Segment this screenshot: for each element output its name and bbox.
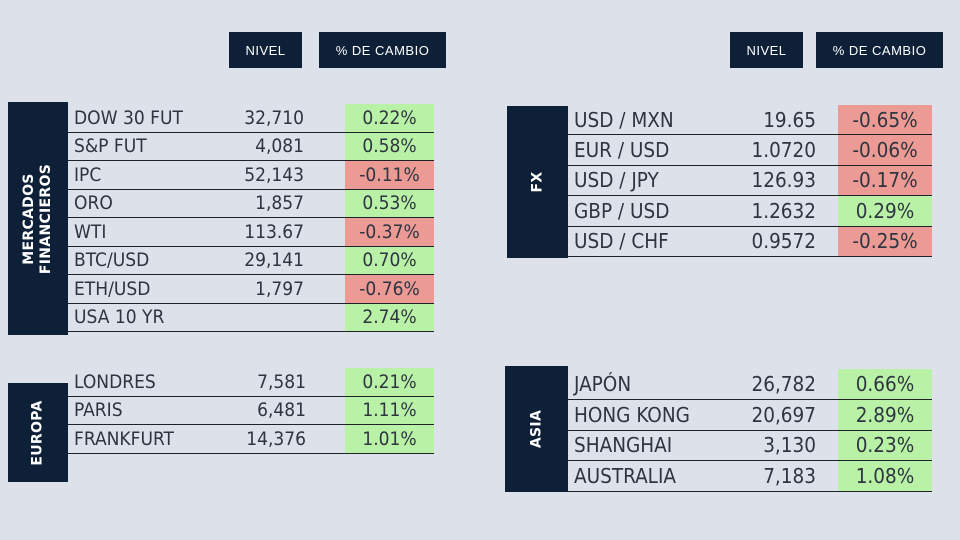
level-value: 6,481 [257, 399, 306, 422]
instrument-name: S&P FUT [74, 135, 147, 158]
change-positive-cell: 0.70% [345, 246, 434, 274]
section-label-fx: FX [507, 106, 568, 258]
level-value: 19.65 [763, 107, 816, 132]
change-positive-cell: 0.53% [345, 189, 434, 217]
instrument-name: WTI [74, 220, 107, 243]
change-positive-cell: 0.23% [838, 430, 932, 461]
asia-table: JAPÓN 26,782 0.66% HONG KONG 20,697 2.89% SHAN… [568, 369, 932, 493]
instrument-name: SHANGHAI [574, 433, 673, 458]
section-label-mercados: MERCADOS FINANCIEROS [8, 102, 68, 335]
mercados-row: S&P FUT 4,081 0.58% [68, 132, 434, 161]
europa-row: FRANKFURT 14,376 1.01% [68, 425, 434, 454]
section-label-fx-text: FX [529, 171, 545, 193]
instrument-name: LONDRES [74, 370, 156, 393]
fx-row: USD / CHF 0.9572 -0.25% [568, 226, 932, 257]
level-value: 52,143 [244, 163, 304, 186]
section-label-asia: ASIA [505, 366, 568, 492]
instrument-name: HONG KONG [574, 402, 690, 427]
change-positive-cell: 0.21% [345, 368, 434, 396]
nivel-header-right: NIVEL [730, 32, 803, 68]
instrument-name: USD / CHF [574, 229, 669, 254]
level-value: 126.93 [751, 168, 816, 193]
instrument-name: AUSTRALIA [574, 464, 676, 489]
mercados-row: DOW 30 FUT 32,710 0.22% [68, 104, 434, 133]
mercados-table: DOW 30 FUT 32,710 0.22% S&P FUT 4,081 0.58% IP… [68, 104, 434, 332]
mercados-row: ORO 1,857 0.53% [68, 189, 434, 218]
level-value: 1,857 [255, 192, 304, 215]
fx-row: EUR / USD 1.0720 -0.06% [568, 135, 932, 166]
instrument-name: USA 10 YR [74, 306, 165, 329]
level-value: 113.67 [244, 220, 304, 243]
change-negative-cell: -0.17% [838, 165, 932, 196]
instrument-name: BTC/USD [74, 249, 150, 272]
change-positive-cell: 0.58% [345, 132, 434, 160]
change-negative-cell: -0.25% [838, 226, 932, 256]
mercados-row: WTI 113.67 -0.37% [68, 218, 434, 247]
europa-row: PARIS 6,481 1.11% [68, 396, 434, 425]
level-value: 29,141 [244, 249, 304, 272]
section-label-asia-text: ASIA [528, 409, 544, 449]
asia-row: HONG KONG 20,697 2.89% [568, 399, 932, 431]
instrument-name: GBP / USD [574, 198, 670, 223]
instrument-name: PARIS [74, 399, 123, 422]
change-positive-cell: 1.01% [345, 425, 434, 453]
level-value: 3,130 [763, 433, 816, 458]
change-negative-cell: -0.11% [345, 161, 434, 189]
level-value: 7,183 [763, 464, 816, 489]
change-header-left: % DE CAMBIO [319, 32, 446, 68]
change-negative-cell: -0.37% [345, 218, 434, 246]
change-negative-cell: -0.65% [838, 105, 932, 135]
change-positive-cell: 0.29% [838, 196, 932, 226]
mercados-row: USA 10 YR 2.74% [68, 303, 434, 332]
level-value: 14,376 [246, 427, 306, 450]
change-positive-cell: 0.66% [838, 369, 932, 399]
instrument-name: FRANKFURT [74, 427, 174, 450]
instrument-name: USD / MXN [574, 107, 674, 132]
instrument-name: DOW 30 FUT [74, 106, 183, 129]
fx-table: USD / MXN 19.65 -0.65% EUR / USD 1.0720 -0.06… [568, 105, 932, 257]
europa-table: LONDRES 7,581 0.21% PARIS 6,481 1.11% FRANKFUR… [68, 368, 434, 454]
section-label-mercados-line1: MERCADOS [21, 172, 37, 265]
mercados-row: BTC/USD 29,141 0.70% [68, 246, 434, 275]
level-value: 1,797 [255, 277, 304, 300]
fx-row: USD / JPY 126.93 -0.17% [568, 165, 932, 197]
level-value: 26,782 [751, 371, 816, 396]
change-negative-cell: -0.76% [345, 275, 434, 303]
change-positive-cell: 0.22% [345, 104, 434, 132]
mercados-row: ETH/USD 1,797 -0.76% [68, 275, 434, 304]
asia-row: JAPÓN 26,782 0.66% [568, 369, 932, 400]
nivel-header-left: NIVEL [229, 32, 302, 68]
asia-row: AUSTRALIA 7,183 1.08% [568, 461, 932, 493]
instrument-name: USD / JPY [574, 168, 659, 193]
section-label-europa: EUROPA [8, 383, 68, 482]
level-value: 32,710 [244, 106, 304, 129]
change-positive-cell: 2.89% [838, 399, 932, 430]
instrument-name: EUR / USD [574, 138, 670, 163]
level-value: 1.0720 [751, 138, 816, 163]
instrument-name: ETH/USD [74, 277, 151, 300]
level-value: 7,581 [257, 370, 306, 393]
instrument-name: IPC [74, 163, 102, 186]
asia-row: SHANGHAI 3,130 0.23% [568, 430, 932, 462]
instrument-name: JAPÓN [574, 371, 632, 396]
level-value: 20,697 [751, 402, 816, 427]
change-positive-cell: 1.08% [838, 461, 932, 492]
mercados-row: IPC 52,143 -0.11% [68, 161, 434, 190]
change-negative-cell: -0.06% [838, 135, 932, 165]
fx-row: USD / MXN 19.65 -0.65% [568, 105, 932, 136]
instrument-name: ORO [74, 192, 113, 215]
section-label-europa-text: EUROPA [29, 399, 46, 466]
level-value: 1.2632 [751, 198, 816, 223]
level-value: 4,081 [255, 135, 304, 158]
change-positive-cell: 2.74% [345, 303, 434, 331]
fx-row: GBP / USD 1.2632 0.29% [568, 196, 932, 227]
section-label-mercados-line2: FINANCIEROS [38, 163, 54, 274]
change-header-right: % DE CAMBIO [816, 32, 943, 68]
change-positive-cell: 1.11% [345, 396, 434, 424]
europa-row: LONDRES 7,581 0.21% [68, 368, 434, 397]
level-value: 0.9572 [751, 229, 816, 254]
